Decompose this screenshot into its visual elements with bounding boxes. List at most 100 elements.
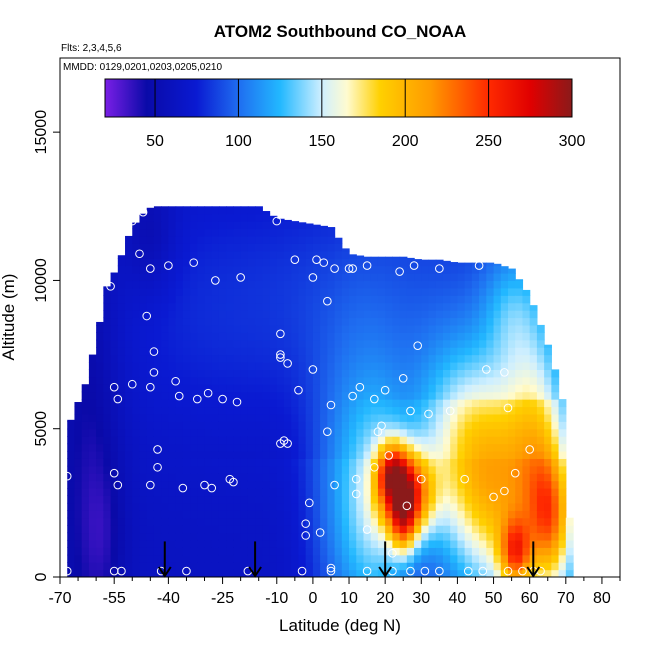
heatmap-cell (399, 324, 408, 333)
heatmap-cell (334, 488, 343, 497)
heatmap-cell (500, 465, 509, 474)
heatmap-cell (363, 324, 372, 333)
heatmap-cell (334, 302, 343, 311)
heatmap-cell (327, 399, 336, 408)
heatmap-cell (125, 406, 133, 415)
heatmap-cell (240, 206, 249, 215)
heatmap-cell (103, 502, 112, 511)
heatmap-cell (226, 213, 235, 222)
heatmap-cell (110, 302, 119, 311)
heatmap-cell (146, 525, 155, 534)
heatmap-cell (442, 332, 451, 341)
heatmap-cell (262, 235, 271, 244)
heatmap-cell (276, 495, 285, 504)
heatmap-cell (536, 354, 545, 363)
heatmap-cell (320, 265, 328, 274)
heatmap-cell (536, 450, 545, 459)
heatmap-cell (450, 384, 459, 393)
heatmap-cell (414, 273, 422, 282)
heatmap-cell (247, 384, 256, 393)
heatmap-cell (276, 465, 285, 474)
heatmap-cell (284, 324, 292, 333)
heatmap-cell (96, 428, 104, 437)
heatmap-cell (110, 436, 119, 445)
heatmap-cell (276, 517, 285, 526)
heatmap-cell (175, 317, 184, 326)
heatmap-cell (139, 354, 148, 363)
heatmap-cell (284, 569, 292, 577)
heatmap-cell (356, 347, 365, 356)
heatmap-cell (522, 391, 531, 400)
heatmap-cell (161, 228, 169, 237)
heatmap-cell (435, 525, 444, 534)
heatmap-cell (161, 532, 169, 541)
heatmap-cell (153, 525, 162, 534)
heatmap-cell (255, 562, 263, 571)
heatmap-cell (377, 547, 386, 556)
heatmap-cell (363, 369, 372, 378)
heatmap-cell (522, 532, 531, 541)
heatmap-cell (435, 510, 444, 519)
heatmap-cell (269, 243, 278, 252)
heatmap-cell (204, 517, 213, 526)
heatmap-cell (450, 495, 459, 504)
heatmap-cell (291, 228, 300, 237)
heatmap-cell (247, 221, 256, 230)
heatmap-cell (81, 413, 90, 422)
heatmap-cell (305, 347, 314, 356)
heatmap-cell (211, 317, 220, 326)
heatmap-cell (226, 406, 235, 415)
heatmap-cell (197, 428, 206, 437)
heatmap-cell (153, 324, 162, 333)
heatmap-cell (117, 369, 126, 378)
heatmap-cell (240, 428, 249, 437)
heatmap-cell (508, 450, 516, 459)
heatmap-cell (363, 525, 372, 534)
heatmap-cell (349, 458, 357, 467)
heatmap-cell (255, 406, 263, 415)
heatmap-cell (153, 413, 162, 422)
heatmap-cell (168, 406, 177, 415)
heatmap-cell (88, 421, 97, 430)
heatmap-cell (197, 235, 206, 244)
heatmap-cell (67, 510, 76, 519)
heatmap-cell (464, 450, 473, 459)
heatmap-cell (204, 525, 213, 534)
heatmap-cell (464, 347, 473, 356)
heatmap-cell (153, 361, 162, 370)
heatmap-cell (218, 436, 227, 445)
heatmap-cell (233, 465, 242, 474)
heatmap-cell (522, 539, 531, 548)
heatmap-cell (500, 562, 509, 571)
heatmap-cell (305, 354, 314, 363)
heatmap-cell (544, 369, 552, 378)
heatmap-cell (211, 562, 220, 571)
heatmap-cell (190, 317, 198, 326)
heatmap-cell (284, 488, 292, 497)
heatmap-cell (218, 510, 227, 519)
heatmap-cell (240, 547, 249, 556)
heatmap-cell (435, 562, 444, 571)
heatmap-cell (385, 324, 393, 333)
heatmap-cell (399, 295, 408, 304)
heatmap-cell (96, 539, 104, 548)
heatmap-cell (291, 354, 300, 363)
heatmap-cell (190, 428, 198, 437)
heatmap-cell (153, 539, 162, 548)
heatmap-cell (255, 525, 263, 534)
heatmap-cell (385, 256, 393, 259)
heatmap-cell (117, 384, 126, 393)
heatmap-cell (450, 569, 459, 577)
heatmap-cell (153, 243, 162, 252)
heatmap-cell (117, 265, 126, 274)
heatmap-cell (536, 436, 545, 445)
heatmap-cell (356, 450, 365, 459)
heatmap-cell (81, 554, 90, 563)
heatmap-cell (508, 324, 516, 333)
heatmap-cell (312, 280, 321, 289)
heatmap-cell (269, 436, 278, 445)
heatmap-cell (479, 361, 487, 370)
heatmap-cell (414, 532, 422, 541)
heatmap-cell (377, 339, 386, 348)
heatmap-cell (247, 421, 256, 430)
